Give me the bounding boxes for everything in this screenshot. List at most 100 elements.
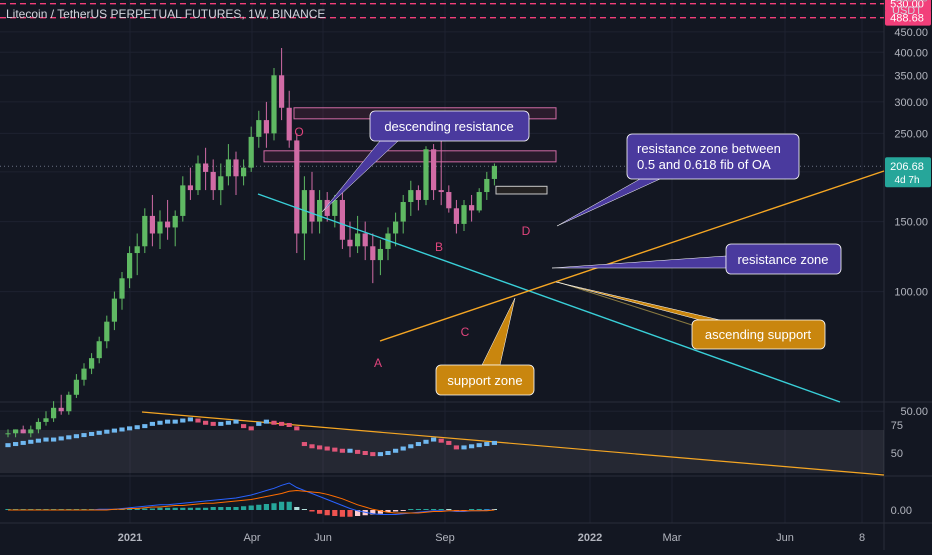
macd-histogram-bar [271, 503, 277, 510]
macd-histogram-bar [476, 509, 482, 510]
candle-body [241, 167, 247, 177]
ribbon-value-bar [35, 438, 41, 443]
candle-body [43, 418, 49, 422]
macd-histogram-bar [377, 510, 383, 514]
ribbon-indicator [5, 417, 497, 457]
ribbon-value-bar [127, 426, 133, 431]
descending-resistance-callout-box [369, 110, 530, 142]
candle-body [461, 205, 467, 224]
macd-histogram-bar [187, 507, 193, 510]
candle-body [279, 75, 285, 108]
macd-histogram-bar [233, 507, 239, 510]
macd-histogram-bar [400, 510, 406, 511]
support-zone-text: support zone [447, 373, 522, 388]
x-tick-label: Mar [663, 532, 682, 544]
macd-histogram-bar [286, 501, 292, 510]
ribbon-value-bar [332, 447, 338, 452]
macd-histogram-bar [248, 505, 254, 510]
candle-body [172, 215, 178, 228]
candle-body [476, 192, 482, 211]
ribbon-value-bar [142, 424, 148, 429]
ribbon-value-bar [218, 421, 224, 426]
ribbon-value-bar [469, 444, 475, 449]
wave-label-C: C [461, 325, 470, 339]
ribbon-value-bar [431, 437, 437, 442]
candle-body [111, 298, 117, 322]
macd-histogram-bar [210, 507, 216, 510]
ribbon-value-bar [111, 428, 117, 433]
fib-zone-callout-box [626, 133, 800, 180]
y-tick-label: 400.00 [894, 47, 928, 59]
candle-body [58, 407, 64, 412]
candle-body [89, 358, 95, 369]
support-zone-box [495, 185, 548, 195]
candle-body [218, 176, 224, 191]
candle-body [393, 221, 399, 234]
wave-label-D: D [522, 224, 531, 238]
y-tick-label: 450.00 [894, 27, 928, 39]
macd-histogram-bar [157, 507, 163, 510]
candle-body [104, 321, 110, 342]
macd-histogram-bar [385, 510, 391, 513]
ribbon-value-bar [165, 419, 171, 424]
chart-title: Litecoin / TetherUS PERPETUAL FUTURES, 1… [6, 7, 326, 21]
level-price-tag [885, 9, 931, 26]
macd-histogram-bar [324, 510, 330, 516]
candle-body [491, 165, 497, 179]
macd-histogram-bar [301, 509, 307, 510]
macd-histogram-bar [127, 509, 133, 510]
macd-histogram-bar [225, 507, 231, 510]
macd-histogram-bar [408, 509, 414, 510]
candle-body [263, 120, 269, 134]
ribbon-value-bar [149, 421, 155, 426]
ribbon-value-bar [484, 442, 490, 447]
ribbon-value-bar [339, 448, 345, 453]
last-price-label: 206.68 [890, 161, 924, 173]
candle-body [400, 202, 406, 222]
candle-body [81, 368, 87, 380]
y-tick-label: 100.00 [894, 287, 928, 299]
macd-histogram-bar [370, 510, 376, 515]
ribbon-value-bar [423, 439, 429, 444]
candle-body [210, 171, 216, 191]
ribbon-value-bar [51, 437, 57, 442]
candle-body [362, 233, 368, 247]
candle-body [271, 75, 277, 134]
callout-leader [557, 281, 693, 326]
ribbon-value-bar [104, 429, 110, 434]
macd-histogram-bar [218, 507, 224, 510]
descending-resistance-text: descending resistance [384, 119, 513, 134]
macd-histogram-bar [355, 510, 361, 516]
macd-histogram-bar [339, 510, 345, 517]
ribbon-value-bar [415, 442, 421, 447]
macd-tick-label: 0.00 [891, 505, 912, 517]
ribbon-value-bar [73, 434, 79, 439]
ribbon-value-bar [20, 440, 26, 445]
resistance-zone-box [263, 150, 557, 163]
ribbon-value-bar [195, 418, 201, 423]
wave-label-B: B [435, 240, 443, 254]
wave-label-O: O [294, 125, 303, 139]
x-tick-label: Jun [776, 532, 794, 544]
macd-histogram-bar [142, 508, 148, 510]
candle-body [438, 190, 444, 193]
y-tick-label: 300.00 [894, 97, 928, 109]
candle-body [301, 190, 307, 234]
support-zone-callout-box [435, 364, 535, 396]
countdown-label: 4d 7h [894, 175, 919, 186]
macd-histogram-bar [332, 510, 338, 516]
candle-body [13, 429, 19, 434]
ascending-support-text: ascending support [705, 327, 812, 342]
macd-histogram-bar [203, 507, 209, 510]
candle-body [149, 215, 155, 234]
ribbon-value-bar [233, 419, 239, 424]
macd-histogram-bar [431, 509, 437, 510]
macd-histogram-bar [149, 508, 155, 510]
x-tick-label: Apr [243, 532, 260, 544]
level-price-label: 488.68 [890, 13, 924, 25]
ribbon-value-bar [66, 435, 72, 440]
ribbon-value-bar [476, 443, 482, 448]
macd-histogram-bar [263, 504, 269, 510]
